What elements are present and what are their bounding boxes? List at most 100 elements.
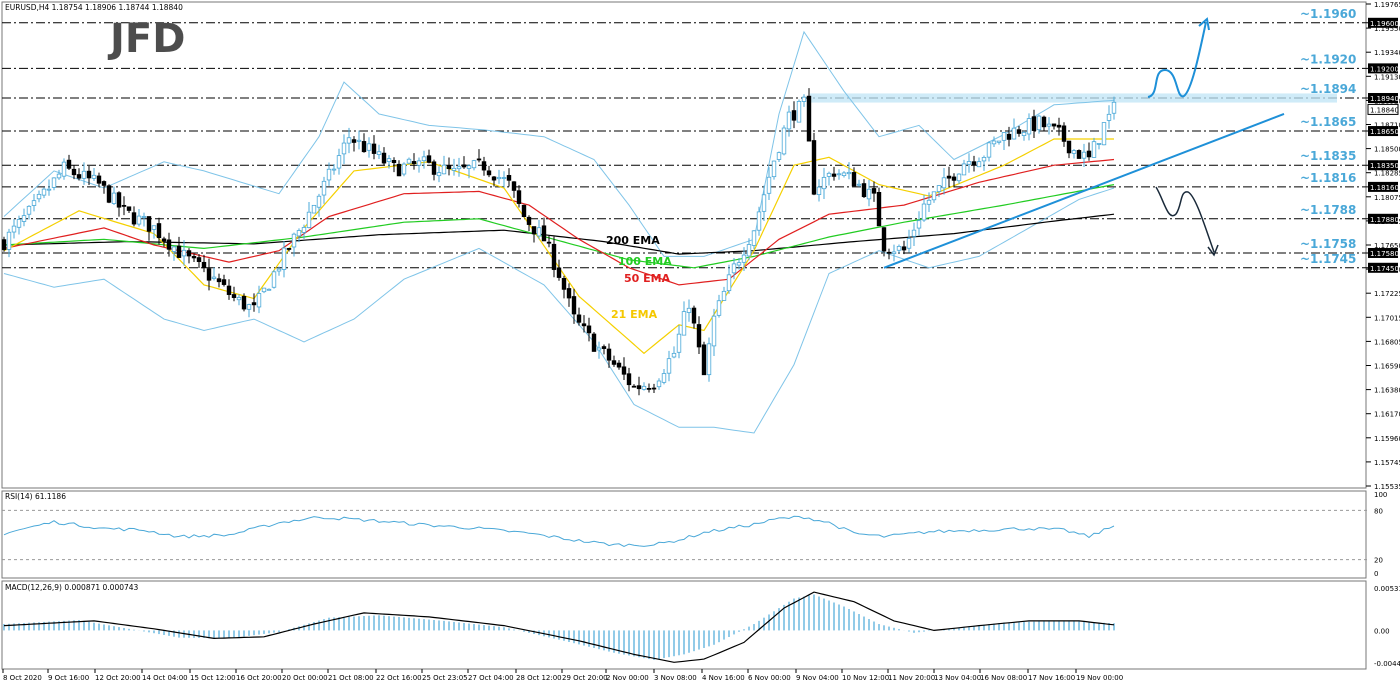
- x-tick-label: 10 Nov 12:00: [842, 674, 889, 682]
- candle-body: [1066, 140, 1072, 154]
- candle-body: [1081, 151, 1087, 159]
- candle-body: [726, 274, 732, 292]
- candle-body: [516, 190, 522, 204]
- candle-body: [186, 250, 192, 257]
- candle-body: [431, 161, 437, 175]
- candle-body: [871, 188, 877, 194]
- resistance-zone: [810, 93, 1337, 103]
- rsi-panel: 100 80 20 0: [2, 491, 1387, 578]
- candle-body: [536, 227, 542, 237]
- candle-body: [506, 175, 512, 181]
- candle-body: [191, 256, 197, 259]
- candle-body: [166, 239, 172, 250]
- bollinger-lower: [3, 187, 1115, 434]
- candle-body: [216, 278, 222, 283]
- candle-body: [916, 220, 922, 229]
- level-label: ~1.1835: [1300, 149, 1356, 163]
- level-label: ~1.1865: [1300, 115, 1356, 129]
- candle-body: [461, 164, 467, 168]
- y-tick-label: 1.19550: [1374, 25, 1400, 33]
- ema200-line: [3, 213, 1115, 255]
- candle-body: [976, 161, 982, 168]
- x-tick-label: 2 Nov 00:00: [606, 674, 649, 682]
- x-tick-label: 11 Nov 20:00: [888, 674, 935, 682]
- candle-body: [1006, 133, 1012, 140]
- jfd-logo: JFD: [107, 16, 185, 62]
- candle-body: [906, 238, 912, 249]
- level-label: ~1.1816: [1300, 171, 1356, 185]
- candle-body: [596, 347, 602, 351]
- candle-body: [71, 168, 77, 176]
- candle-body: [151, 225, 157, 230]
- candle-body: [326, 168, 332, 181]
- price-tag: [1368, 213, 1398, 224]
- candle-body: [251, 302, 257, 306]
- candle-body: [986, 142, 992, 158]
- rsi-tick-label: 0: [1374, 570, 1378, 578]
- level-label: ~1.1960: [1300, 7, 1356, 21]
- candle-body: [621, 366, 627, 375]
- candle-body: [616, 362, 622, 368]
- candle-body: [196, 257, 202, 263]
- candle-body: [226, 285, 232, 295]
- candle-body: [781, 127, 787, 155]
- candle-body: [406, 158, 412, 164]
- candle-body: [61, 161, 67, 177]
- candle-body: [111, 192, 117, 204]
- candle-body: [106, 185, 112, 203]
- candle-body: [761, 194, 767, 212]
- candle-body: [541, 225, 547, 242]
- candle-body: [926, 199, 932, 205]
- main-panel-frame: [1, 1, 1367, 489]
- x-tick-label: 12 Oct 20:00: [95, 674, 141, 682]
- candle-body: [86, 170, 92, 179]
- uptrend-line: [883, 113, 1285, 269]
- candle-body: [951, 176, 957, 181]
- candle-body: [1076, 150, 1082, 159]
- candle-body: [716, 300, 722, 316]
- bullish-scenario-arrow: [1147, 21, 1207, 98]
- y-tick-label: 1.17650: [1374, 242, 1400, 250]
- macd-panel-frame: [1, 580, 1367, 670]
- candle-body: [141, 216, 147, 218]
- y-tick-label: 1.15960: [1374, 435, 1400, 443]
- candle-body: [591, 333, 597, 352]
- candle-body: [96, 175, 102, 184]
- candle-body: [1061, 125, 1067, 142]
- candle-body: [271, 271, 277, 288]
- candle-body: [221, 279, 227, 285]
- candle-body: [746, 244, 752, 257]
- ema-label: 21 EMA: [611, 308, 658, 321]
- candle-body: [411, 161, 417, 164]
- candle-body: [676, 333, 682, 353]
- candle-body: [661, 373, 667, 383]
- candle-body: [851, 172, 857, 187]
- candle-body: [956, 173, 962, 182]
- candle-body: [301, 227, 307, 233]
- y-tick-label: 1.17225: [1374, 290, 1400, 298]
- candle-body: [866, 188, 872, 200]
- candle-body: [376, 151, 382, 155]
- candle-body: [321, 180, 327, 196]
- x-tick-label: 16 Oct 20:00: [236, 674, 282, 682]
- macd-panel: 0.005319 0.00 -0.00446: [3, 585, 1400, 668]
- y-tick-label: 1.19765: [1374, 1, 1400, 9]
- time-axis: 8 Oct 2020 9 Oct 16:00 12 Oct 20:00 14 Oct …: [2, 669, 1123, 682]
- candle-body: [131, 212, 137, 225]
- candle-body: [1096, 143, 1102, 145]
- candle-body: [821, 176, 827, 190]
- rsi-tick-label: 80: [1374, 507, 1383, 515]
- candle-body: [341, 142, 347, 155]
- ema-label: 50 EMA: [624, 272, 671, 285]
- candle-body: [511, 181, 517, 191]
- candle-body: [346, 137, 352, 144]
- x-tick-label: 29 Oct 20:00: [562, 674, 608, 682]
- candle-body: [31, 200, 37, 206]
- level-label: ~1.1745: [1300, 252, 1356, 266]
- candle-body: [606, 348, 612, 361]
- candle-body: [246, 304, 252, 310]
- candle-body: [1021, 131, 1027, 136]
- y-tick-label: 1.19340: [1374, 49, 1400, 57]
- candle-body: [671, 352, 677, 358]
- candle-body: [796, 101, 802, 123]
